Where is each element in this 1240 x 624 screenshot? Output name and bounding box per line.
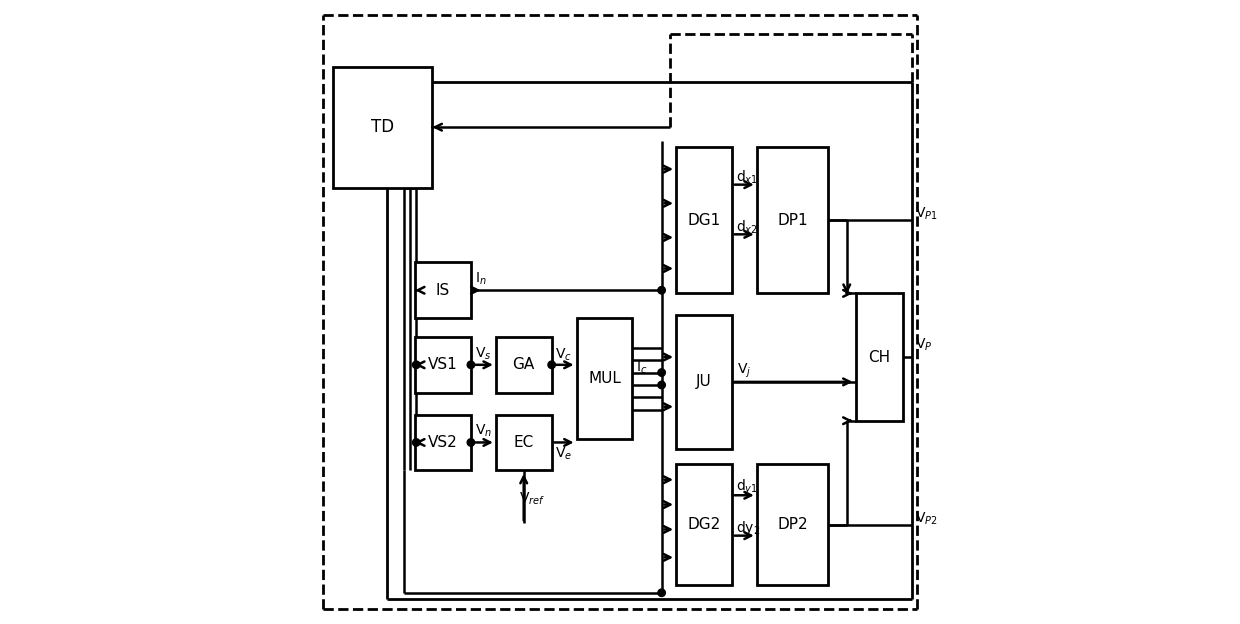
Text: V$_s$: V$_s$ bbox=[475, 346, 491, 362]
Circle shape bbox=[658, 286, 666, 294]
Text: V$_c$: V$_c$ bbox=[556, 347, 572, 363]
Text: I$_n$: I$_n$ bbox=[475, 271, 486, 287]
Text: V$_j$: V$_j$ bbox=[737, 361, 751, 380]
Text: dy$_2$: dy$_2$ bbox=[735, 519, 760, 537]
Circle shape bbox=[548, 361, 556, 369]
Text: GA: GA bbox=[512, 358, 534, 373]
Text: d$_{x2}$: d$_{x2}$ bbox=[735, 218, 758, 236]
Text: TD: TD bbox=[371, 118, 394, 136]
Text: IS: IS bbox=[435, 283, 450, 298]
Bar bbox=[334, 67, 433, 188]
Text: V$_P$: V$_P$ bbox=[915, 336, 932, 353]
Text: JU: JU bbox=[696, 374, 712, 389]
Text: DP1: DP1 bbox=[777, 213, 807, 228]
Text: CH: CH bbox=[868, 349, 890, 364]
Bar bbox=[415, 414, 471, 470]
Text: VS2: VS2 bbox=[428, 435, 458, 450]
Bar bbox=[577, 318, 632, 439]
Text: V$_{P2}$: V$_{P2}$ bbox=[915, 510, 937, 527]
Bar bbox=[676, 464, 732, 585]
Text: d$_{y1}$: d$_{y1}$ bbox=[735, 478, 758, 497]
Text: I$_c$: I$_c$ bbox=[636, 359, 647, 376]
Bar bbox=[756, 464, 828, 585]
Bar bbox=[756, 147, 828, 293]
Circle shape bbox=[467, 361, 475, 369]
Text: d$_{x1}$: d$_{x1}$ bbox=[735, 168, 758, 186]
Circle shape bbox=[658, 369, 666, 376]
Bar bbox=[415, 262, 471, 318]
Text: MUL: MUL bbox=[588, 371, 621, 386]
Circle shape bbox=[658, 381, 666, 389]
Text: DG2: DG2 bbox=[687, 517, 720, 532]
Text: V$_n$: V$_n$ bbox=[475, 423, 492, 439]
Text: VS1: VS1 bbox=[428, 358, 458, 373]
Bar bbox=[676, 147, 732, 293]
Text: DG1: DG1 bbox=[687, 213, 720, 228]
Circle shape bbox=[467, 439, 475, 446]
Circle shape bbox=[658, 589, 666, 597]
Bar bbox=[676, 315, 732, 449]
Text: DP2: DP2 bbox=[777, 517, 807, 532]
Text: V$_{ref}$: V$_{ref}$ bbox=[520, 490, 546, 507]
Circle shape bbox=[413, 439, 420, 446]
Circle shape bbox=[413, 361, 420, 369]
Text: EC: EC bbox=[513, 435, 534, 450]
Bar bbox=[415, 337, 471, 392]
Text: V$_{P1}$: V$_{P1}$ bbox=[915, 206, 937, 222]
Bar bbox=[856, 293, 903, 421]
Text: V$_e$: V$_e$ bbox=[556, 446, 573, 462]
Bar bbox=[496, 414, 552, 470]
Bar bbox=[496, 337, 552, 392]
